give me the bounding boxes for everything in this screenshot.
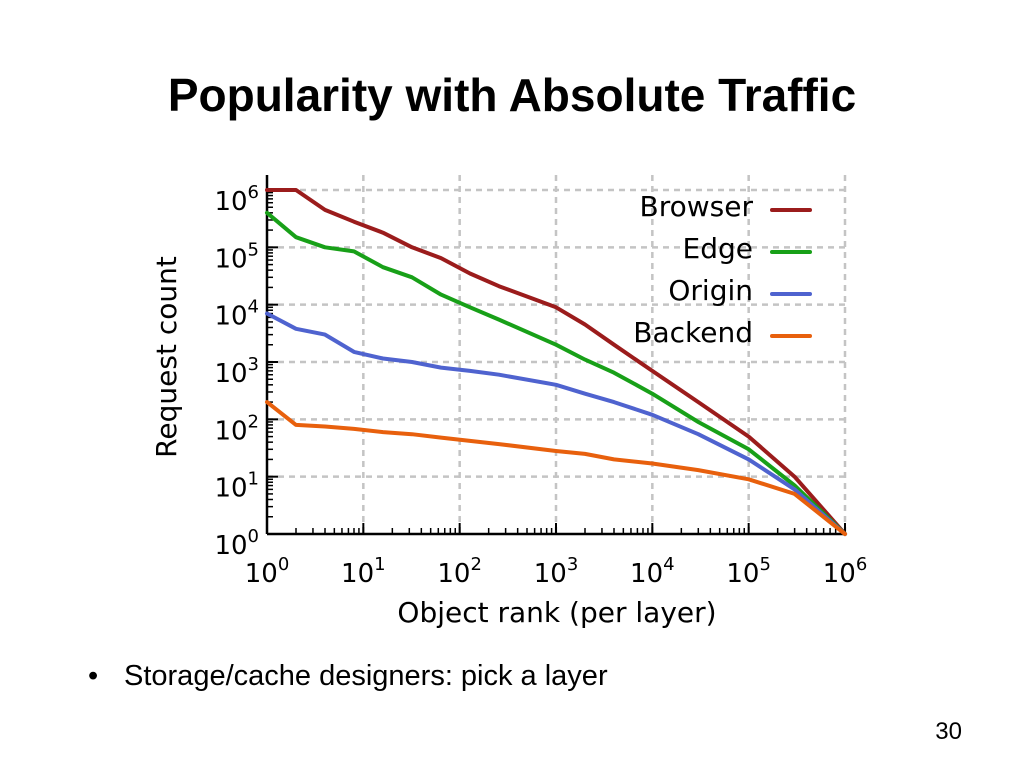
y-tick-label: 105	[214, 239, 259, 274]
series-line-origin	[265, 311, 847, 536]
y-tick-label: 103	[214, 354, 259, 389]
y-tick-label: 100	[214, 526, 259, 561]
legend-label-origin: Origin	[668, 274, 753, 307]
bullet-item: • Storage/cache designers: pick a layer	[88, 660, 608, 693]
series-line-edge	[265, 210, 847, 536]
x-axis-label: Object rank (per layer)	[397, 596, 716, 629]
x-tick-label: 105	[726, 554, 771, 589]
y-tick-label: 101	[214, 469, 259, 504]
x-tick-label: 103	[534, 554, 579, 589]
x-tick-label: 106	[823, 554, 868, 589]
chart-series	[265, 188, 847, 536]
legend-label-browser: Browser	[640, 190, 754, 223]
page-number: 30	[935, 718, 962, 745]
x-tick-label: 100	[245, 554, 290, 589]
y-tick-label: 102	[214, 411, 259, 446]
chart-grid	[267, 175, 847, 534]
bullet-text: Storage/cache designers: pick a layer	[124, 660, 608, 692]
y-tick-label: 104	[214, 297, 259, 332]
series-line-browser	[265, 188, 847, 536]
chart-axes: 100 101 102 103 104 105 106 100 101 102 103 104 105 1…	[214, 175, 867, 589]
x-tick-label: 104	[630, 554, 675, 589]
legend-label-backend: Backend	[633, 316, 753, 349]
y-tick-label: 106	[214, 182, 259, 217]
bullet-marker: •	[88, 660, 99, 692]
chart-legend: Browser Edge Origin Backend	[633, 190, 812, 349]
series-line-backend	[265, 400, 847, 536]
y-axis-label: Request count	[150, 256, 183, 458]
x-tick-label: 102	[437, 554, 482, 589]
x-tick-label: 101	[341, 554, 386, 589]
legend-label-edge: Edge	[683, 232, 753, 265]
slide-title: Popularity with Absolute Traffic	[167, 69, 857, 121]
